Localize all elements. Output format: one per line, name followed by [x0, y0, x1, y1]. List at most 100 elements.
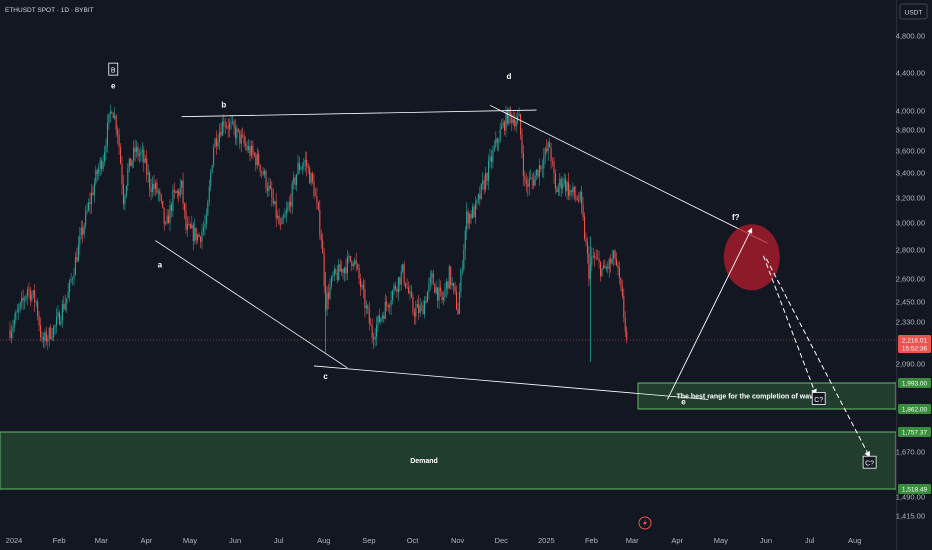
candle-body: [275, 201, 277, 218]
candle-body: [213, 147, 215, 166]
time-tick-label: May: [183, 536, 197, 545]
wave-label: a: [158, 261, 163, 270]
time-tick-label: Jul: [274, 536, 284, 545]
candle-body: [498, 141, 500, 143]
candle-body: [485, 173, 487, 190]
candle-body: [380, 317, 382, 322]
candle-body: [505, 111, 507, 131]
time-tick-label: 2024: [6, 536, 23, 545]
candle-body: [176, 190, 178, 193]
candle-body: [121, 163, 123, 185]
candle-body: [393, 285, 395, 291]
candle-body: [153, 183, 155, 190]
price-tick-label: 4,800.00: [896, 32, 925, 41]
candle-body: [195, 227, 197, 241]
candle-body: [269, 185, 271, 189]
candle-body: [499, 129, 501, 142]
candle-body: [197, 234, 199, 241]
candle-body: [167, 215, 170, 224]
candle-body: [268, 185, 270, 192]
replay-icon[interactable]: [638, 516, 652, 530]
candle-body: [45, 332, 47, 342]
candle-body: [368, 309, 370, 324]
candle-body: [208, 185, 210, 202]
candle-body: [582, 204, 584, 217]
candle-body: [457, 309, 459, 315]
candle-body: [138, 154, 141, 156]
price-badge-label: 1,862.00: [902, 407, 928, 414]
candle-body: [198, 234, 200, 237]
time-tick-label: Mar: [95, 536, 108, 545]
candle-body: [400, 271, 402, 285]
time-tick-label: Jul: [805, 536, 815, 545]
candle-body: [512, 119, 514, 124]
candle-body: [277, 215, 279, 218]
candle-body: [87, 202, 90, 211]
candle-body: [362, 285, 364, 290]
candle-body: [146, 158, 148, 175]
candle-body: [506, 111, 508, 124]
candle-body: [112, 113, 114, 119]
trendline: [489, 104, 768, 244]
candle-body: [290, 201, 292, 207]
candle-body: [39, 325, 42, 337]
candle-body: [297, 162, 299, 175]
candle-body: [319, 209, 321, 235]
candle-body: [304, 159, 306, 164]
time-tick-label: Nov: [451, 536, 465, 545]
candle-body: [199, 236, 202, 242]
candle-body: [218, 132, 220, 142]
candle-body: [445, 281, 447, 290]
price-badge: [898, 334, 931, 353]
candle-body: [492, 150, 494, 162]
candle-body: [230, 122, 232, 124]
currency-button-frame[interactable]: [899, 3, 928, 20]
currency-button-label[interactable]: USDT: [905, 10, 923, 17]
candle-body: [186, 223, 188, 230]
time-axis[interactable]: 2024 Feb Mar Apr May Jun Jul Aug Sep Oct Nov Dec 202…: [6, 536, 862, 545]
candle-body: [300, 168, 302, 170]
candle-body: [55, 316, 58, 326]
candle-body: [37, 301, 39, 317]
candle-body: [486, 173, 488, 181]
currency-button[interactable]: USDT: [899, 3, 928, 20]
candle-body: [381, 315, 383, 318]
candle-body: [454, 286, 456, 292]
price-tick-label: 3,000.00: [896, 219, 925, 228]
candle-body: [323, 253, 325, 286]
candle-body: [394, 285, 396, 290]
candle-body: [524, 176, 526, 181]
symbol-title: ETHUSDT SPOT · 1D · BYBIT: [5, 7, 94, 14]
candle-body: [378, 315, 380, 322]
candle-body: [66, 297, 68, 304]
candle-body: [592, 255, 594, 257]
candle-body: [617, 265, 619, 268]
price-tick-label: 3,400.00: [896, 169, 925, 178]
price-badge: [898, 404, 931, 414]
candle-body: [533, 179, 535, 186]
candle-body: [16, 310, 18, 313]
wave-label: d: [506, 72, 511, 81]
candle-body: [425, 300, 427, 303]
price-axis[interactable]: 4,800.00 4,400.00 4,000.00 3,800.00 3,600.00…: [896, 32, 925, 521]
candle-body: [242, 135, 244, 137]
candle-body: [396, 289, 398, 292]
candle-body: [266, 188, 268, 192]
candle-body: [538, 165, 540, 177]
time-tick-label: Sep: [362, 536, 375, 545]
candle-body: [418, 304, 420, 314]
candle-body: [528, 178, 530, 187]
candle-body: [578, 200, 580, 201]
candle-body: [474, 203, 476, 218]
price-tick-label: 2,450.00: [896, 298, 925, 307]
replay-icon-ring[interactable]: [638, 516, 652, 530]
candle-body: [192, 224, 194, 241]
candle-body: [415, 307, 417, 317]
candle-body: [605, 267, 607, 269]
candle-body: [573, 186, 575, 196]
candle-body: [621, 286, 623, 296]
candle-body: [258, 153, 260, 165]
candle-body: [348, 255, 350, 257]
time-tick-label: 2025: [538, 536, 555, 545]
